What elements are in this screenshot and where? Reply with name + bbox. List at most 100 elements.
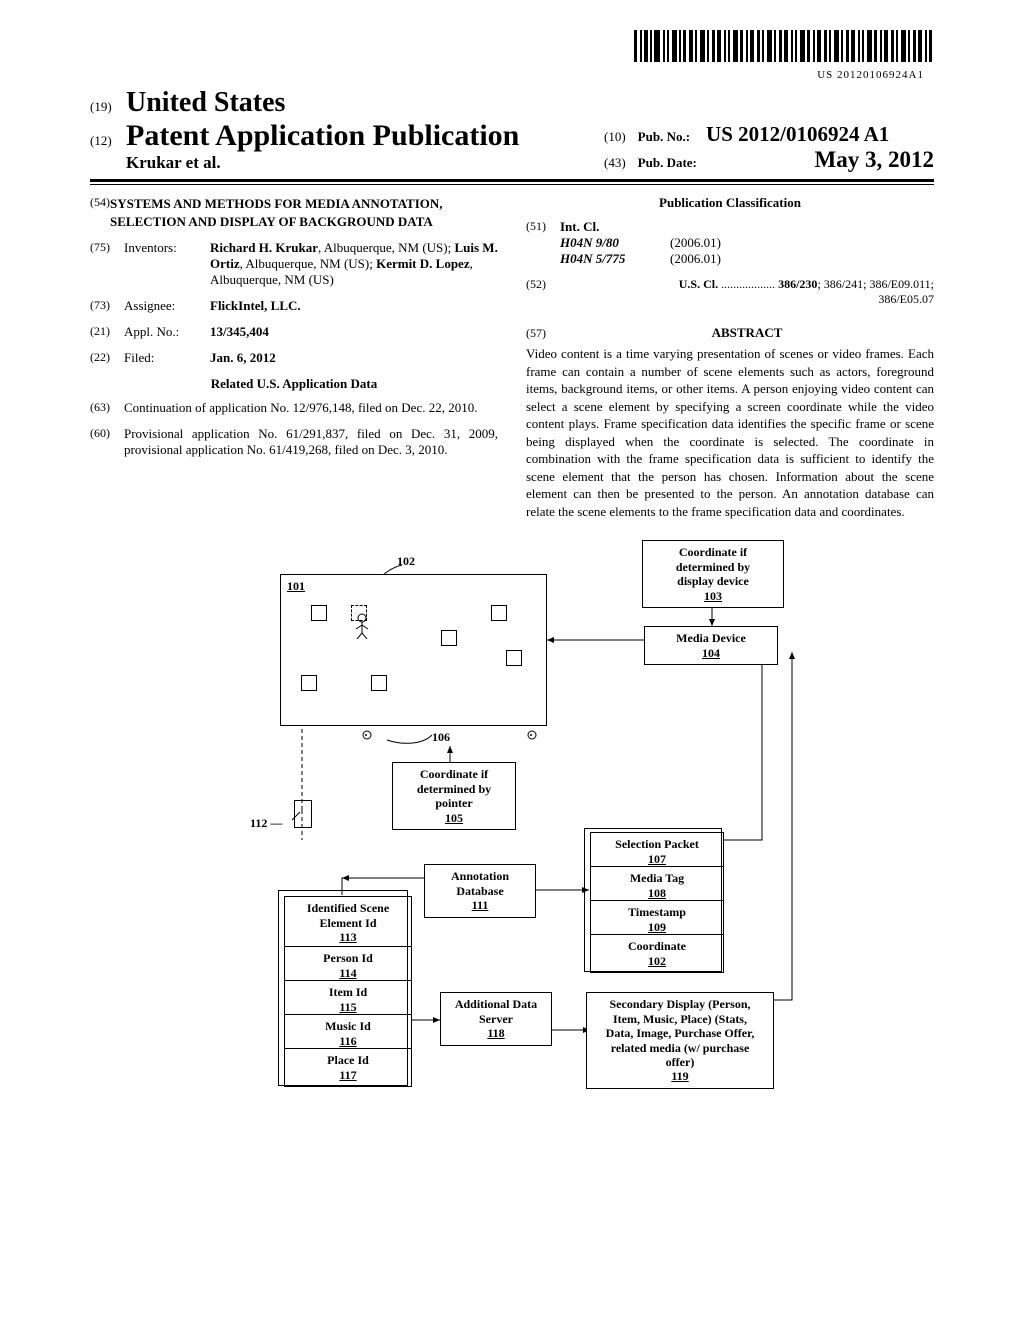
n117-ref: 117 (339, 1068, 356, 1082)
n108-l1: Media Tag (630, 871, 684, 885)
node-pointer-112 (294, 800, 312, 828)
n114-l1: Person Id (323, 951, 373, 965)
country-name: United States (126, 87, 285, 119)
inid-19: (19) (90, 99, 118, 115)
inventors-list: Richard H. Krukar, Albuquerque, NM (US);… (210, 240, 498, 288)
intcl-code-0: H04N 9/80 (560, 235, 670, 251)
abstract-text: Video content is a time varying presenta… (526, 345, 934, 520)
n115-l1: Item Id (329, 985, 367, 999)
header-block: (19) United States (12) Patent Applicati… (90, 87, 934, 173)
n103-l1: Coordinate if (679, 545, 747, 559)
document-type: Patent Application Publication (126, 119, 519, 153)
biblio-left-col: (54) SYSTEMS AND METHODS FOR MEDIA ANNOT… (90, 195, 498, 520)
invention-title: SYSTEMS AND METHODS FOR MEDIA ANNOTATION… (110, 195, 498, 230)
applno-label: Appl. No.: (124, 324, 210, 340)
inventors-label: Inventors: (124, 240, 210, 288)
filed-label: Filed: (124, 350, 210, 366)
n110-l1: Coordinate (628, 939, 686, 953)
node-118: Additional Data Server 118 (440, 992, 552, 1045)
n103-ref: 103 (704, 589, 722, 603)
node-113: Identified Scene Element Id 113 (284, 896, 412, 949)
ref-112: 112 — (250, 816, 282, 831)
n119-ref: 119 (671, 1069, 688, 1083)
n119-l3: Data, Image, Purchase Offer, (606, 1026, 755, 1040)
n103-l3: display device (677, 574, 749, 588)
node-119: Secondary Display (Person, Item, Music, … (586, 992, 774, 1088)
n107-ref: 107 (648, 852, 666, 866)
uscl-label: U.S. Cl. (679, 277, 718, 291)
node-117: Place Id 117 (284, 1048, 412, 1087)
filed-value: Jan. 6, 2012 (210, 350, 276, 365)
n105-l1: Coordinate if (420, 767, 488, 781)
n111-l1: Annotation (451, 869, 509, 883)
node-116: Music Id 116 (284, 1014, 412, 1053)
inid-52: (52) (526, 277, 560, 307)
node-103: Coordinate if determined by display devi… (642, 540, 784, 608)
n117-l1: Place Id (327, 1053, 369, 1067)
figure-1: 101 102 Coordinate if determined b (90, 540, 934, 1130)
n114-ref: 114 (339, 966, 356, 980)
n107-l1: Selection Packet (615, 837, 699, 851)
node-110: Coordinate 102 (590, 934, 724, 973)
n113-ref: 113 (339, 930, 356, 944)
pubdate-label: Pub. Date: (638, 155, 697, 170)
node-108: Media Tag 108 (590, 866, 724, 905)
inid-10: (10) (604, 129, 626, 144)
inid-43: (43) (604, 155, 626, 170)
n118-ref: 118 (487, 1026, 504, 1040)
related-data-header: Related U.S. Application Data (90, 376, 498, 392)
uscl-dots: .................. (718, 277, 778, 291)
node-107: Selection Packet 107 (590, 832, 724, 871)
assignee-label: Assignee: (124, 298, 210, 314)
intcl-ver-1: (2006.01) (670, 251, 721, 267)
applno-value: 13/345,404 (210, 324, 269, 339)
n115-ref: 115 (339, 1000, 356, 1014)
ref-102: 102 (397, 554, 415, 569)
n105-l3: pointer (435, 796, 472, 810)
n116-ref: 116 (339, 1034, 356, 1048)
n119-l5: offer) (666, 1055, 695, 1069)
pub-classification-header: Publication Classification (526, 195, 934, 211)
n104-l1: Media Device (676, 631, 746, 645)
n104-ref: 104 (702, 646, 720, 660)
inid-12: (12) (90, 133, 118, 149)
n119-l1: Secondary Display (Person, (610, 997, 751, 1011)
n111-l2: Database (456, 884, 503, 898)
pubno-label: Pub. No.: (638, 129, 690, 144)
intcl-label: Int. Cl. (560, 219, 599, 234)
abstract-header: ABSTRACT (560, 325, 934, 341)
pubno-value: US 2012/0106924 A1 (706, 122, 889, 146)
n116-l1: Music Id (325, 1019, 371, 1033)
node-104: Media Device 104 (644, 626, 778, 665)
n113-l2: Element Id (320, 916, 377, 930)
intcl-ver-0: (2006.01) (670, 235, 721, 251)
pubdate-value: May 3, 2012 (815, 147, 934, 173)
ref-101: 101 (287, 579, 305, 594)
barcode-number: US 20120106924A1 (90, 69, 924, 81)
inid-63: (63) (90, 400, 124, 416)
n105-ref: 105 (445, 811, 463, 825)
authors-short: Krukar et al. (126, 153, 519, 173)
n109-ref: 109 (648, 920, 666, 934)
node-display-101: 101 (280, 574, 547, 726)
n119-l4: related media (w/ purchase (611, 1041, 750, 1055)
inid-21: (21) (90, 324, 124, 340)
node-109: Timestamp 109 (590, 900, 724, 939)
rule-thin (90, 184, 934, 185)
biblio-right-col: Publication Classification (51) Int. Cl.… (526, 195, 934, 520)
rule-heavy (90, 179, 934, 182)
n108-ref: 108 (648, 886, 666, 900)
n110-ref: 102 (648, 954, 666, 968)
ref-106: 106 (432, 730, 450, 745)
barcode-block: US 20120106924A1 (90, 30, 934, 81)
n111-ref: 111 (472, 898, 489, 912)
n105-l2: determined by (417, 782, 491, 796)
inid-51: (51) (526, 219, 560, 267)
intcl-code-1: H04N 5/775 (560, 251, 670, 267)
n103-l2: determined by (676, 560, 750, 574)
continuation-text: Continuation of application No. 12/976,1… (124, 400, 498, 416)
node-115: Item Id 115 (284, 980, 412, 1019)
inid-60: (60) (90, 426, 124, 458)
node-105: Coordinate if determined by pointer 105 (392, 762, 516, 830)
inid-22: (22) (90, 350, 124, 366)
